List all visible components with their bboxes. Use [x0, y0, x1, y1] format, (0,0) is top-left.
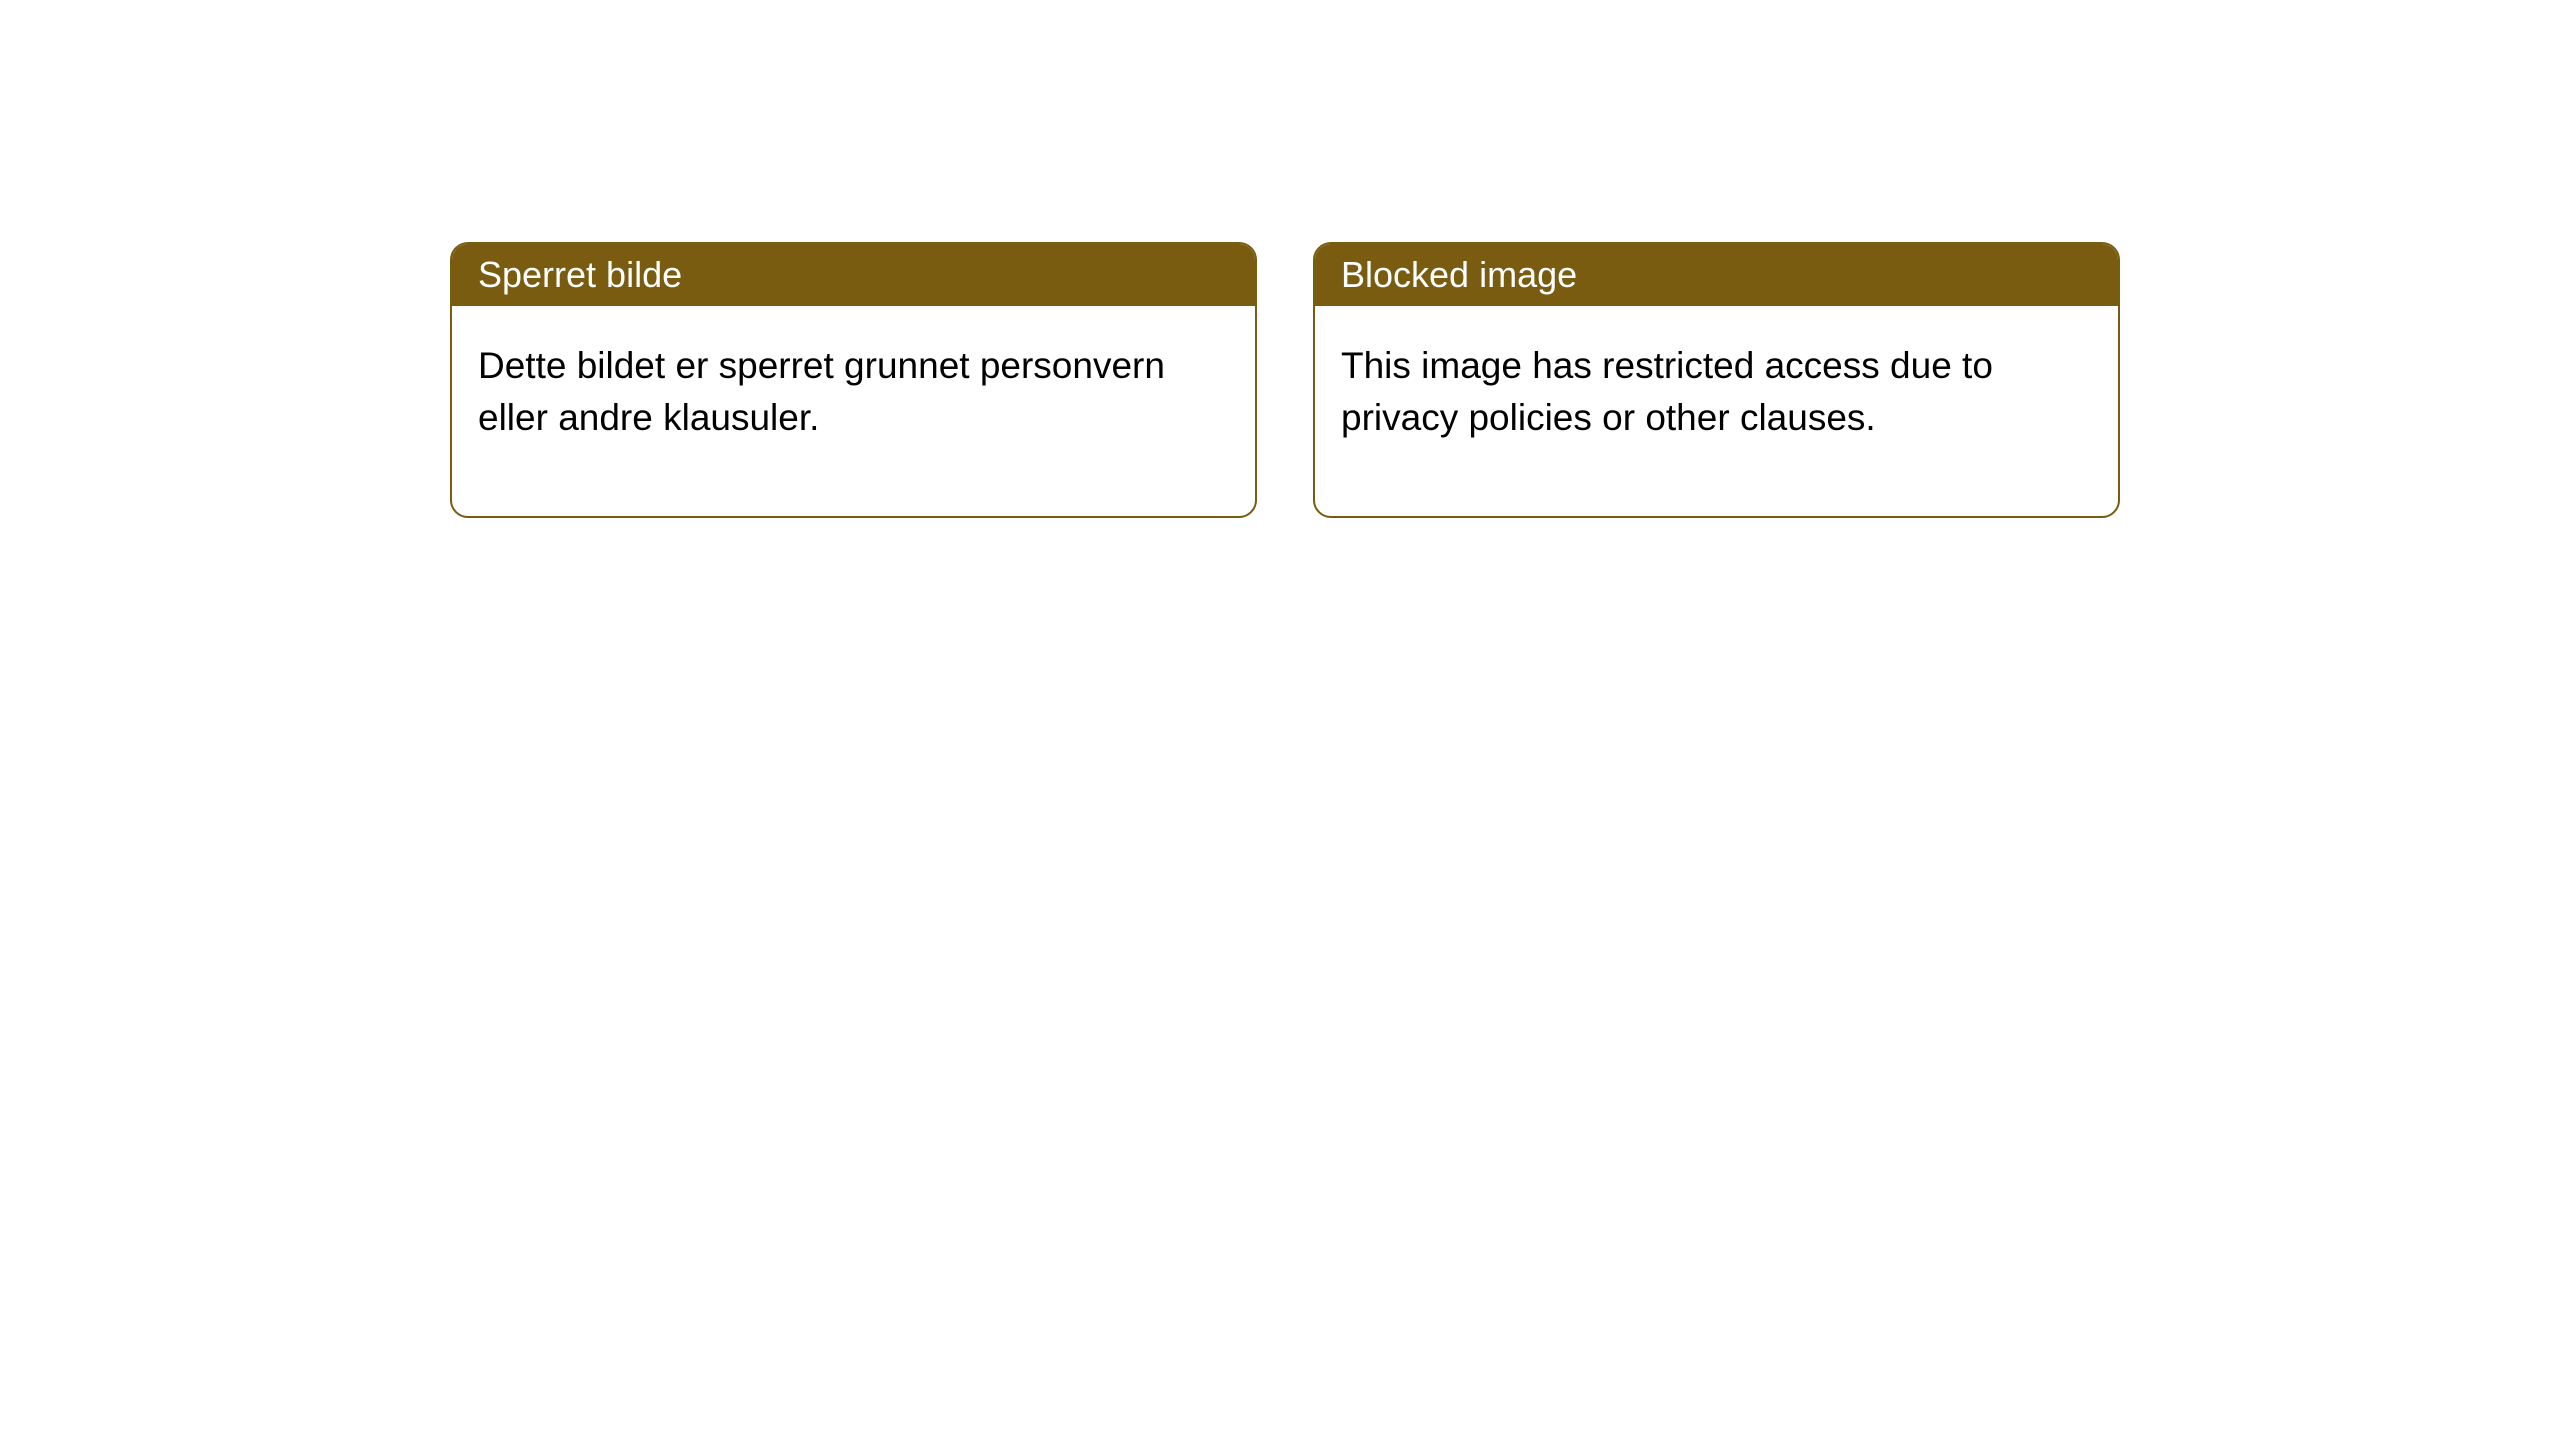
notice-cards-container: Sperret bilde Dette bildet er sperret gr…: [0, 0, 2560, 518]
card-header: Blocked image: [1315, 244, 2118, 306]
card-title: Sperret bilde: [478, 254, 682, 295]
card-body: Dette bildet er sperret grunnet personve…: [452, 306, 1255, 516]
card-body-text: Dette bildet er sperret grunnet personve…: [478, 345, 1165, 438]
blocked-image-card-en: Blocked image This image has restricted …: [1313, 242, 2120, 518]
card-title: Blocked image: [1341, 254, 1577, 295]
blocked-image-card-no: Sperret bilde Dette bildet er sperret gr…: [450, 242, 1257, 518]
card-body: This image has restricted access due to …: [1315, 306, 2118, 516]
card-body-text: This image has restricted access due to …: [1341, 345, 1993, 438]
card-header: Sperret bilde: [452, 244, 1255, 306]
